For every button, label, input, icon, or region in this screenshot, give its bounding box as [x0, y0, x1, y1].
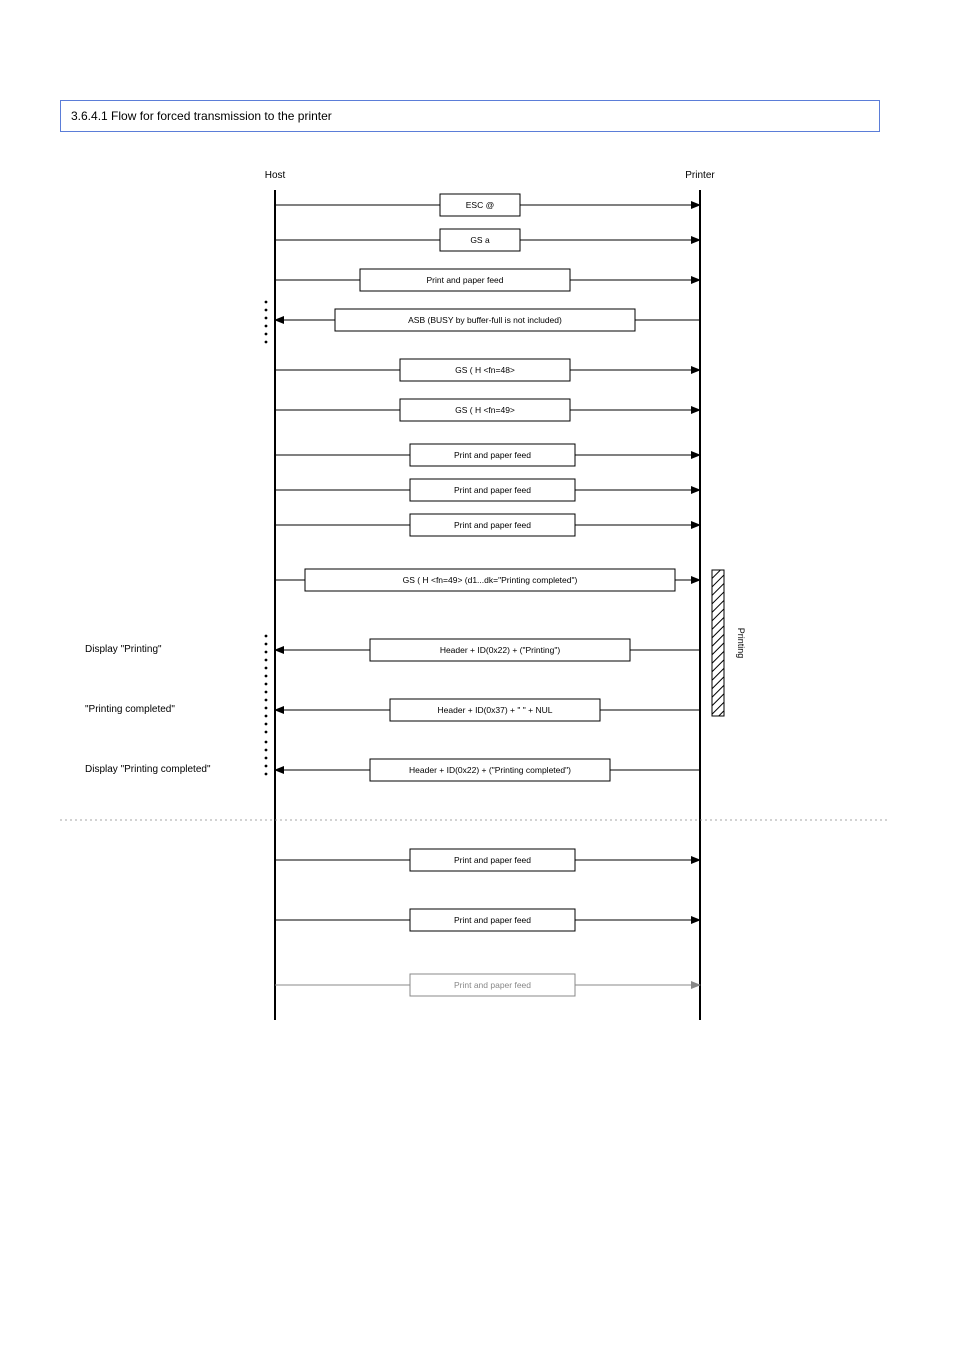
svg-text:Print and paper feed: Print and paper feed [454, 915, 531, 925]
sequence-diagram: Printing ESC @ GS a Print and paper feed ASB… [0, 0, 954, 1350]
svg-text:Header + ID(0x37) + " " + NUL: Header + ID(0x37) + " " + NUL [438, 705, 553, 715]
side-annotation: "Printing completed" [85, 704, 255, 715]
side-annotation: Display "Printing" [85, 644, 255, 655]
svg-text:Header + ID(0x22) + ("Printing: Header + ID(0x22) + ("Printing") [440, 645, 561, 655]
side-annotation: Display "Printing completed" [85, 764, 255, 775]
svg-text:Print and paper feed: Print and paper feed [454, 855, 531, 865]
svg-text:Print and paper feed: Print and paper feed [426, 275, 503, 285]
svg-text:ESC @: ESC @ [466, 200, 494, 210]
svg-text:Printing: Printing [736, 628, 746, 659]
svg-text:Header + ID(0x22) + ("Printing: Header + ID(0x22) + ("Printing completed… [409, 765, 571, 775]
svg-text:GS ( H <fn=48>: GS ( H <fn=48> [455, 365, 515, 375]
svg-text:Print and paper feed: Print and paper feed [454, 520, 531, 530]
svg-text:GS ( H <fn=49>: GS ( H <fn=49> [455, 405, 515, 415]
svg-text:GS ( H <fn=49> (d1...dk="Print: GS ( H <fn=49> (d1...dk="Printing comple… [403, 575, 578, 585]
svg-text:Print and paper feed: Print and paper feed [454, 450, 531, 460]
svg-text:Print and paper feed: Print and paper feed [454, 485, 531, 495]
svg-text:ASB (BUSY by buffer-full is no: ASB (BUSY by buffer-full is not included… [408, 315, 562, 325]
svg-text:GS a: GS a [470, 235, 490, 245]
svg-text:Print and paper feed: Print and paper feed [454, 980, 531, 990]
